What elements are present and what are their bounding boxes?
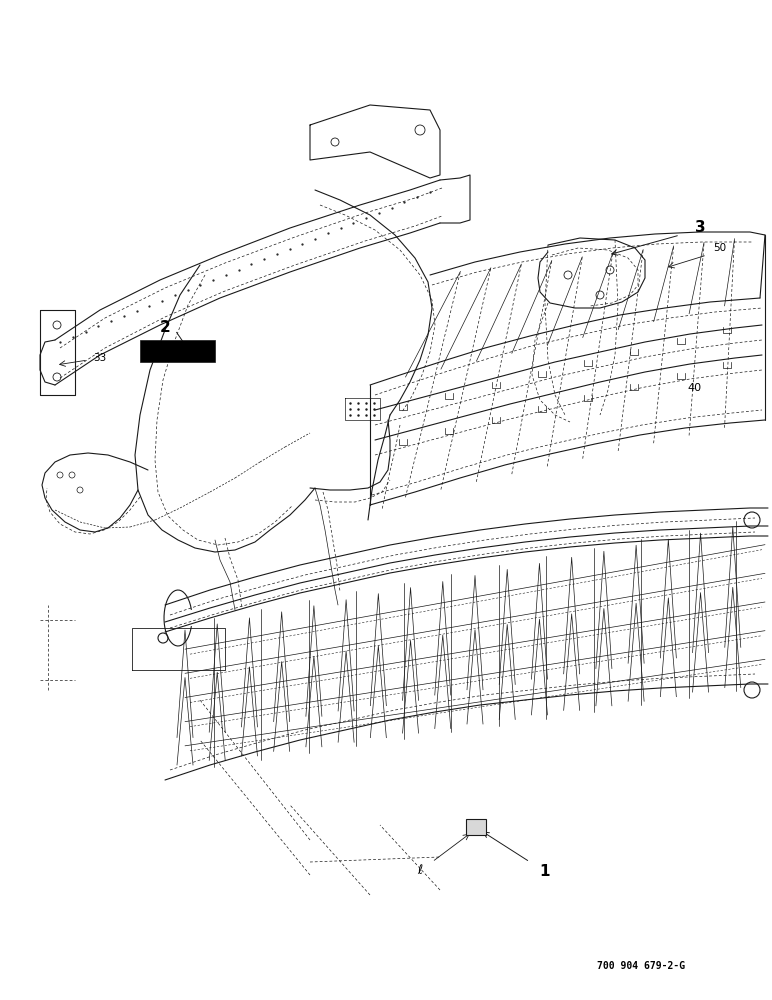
Text: 40: 40 [688,383,702,393]
Text: 2: 2 [160,320,171,336]
Text: 3: 3 [695,221,706,235]
Bar [466,819,486,835]
Text: 50: 50 [713,243,726,253]
Bar [140,340,215,362]
Text: $\mathit{\ell}$: $\mathit{\ell}$ [417,863,423,877]
Text: 700 904 679-2-G: 700 904 679-2-G [597,961,685,971]
Text: 33: 33 [93,353,107,363]
Text: 1: 1 [540,864,550,880]
